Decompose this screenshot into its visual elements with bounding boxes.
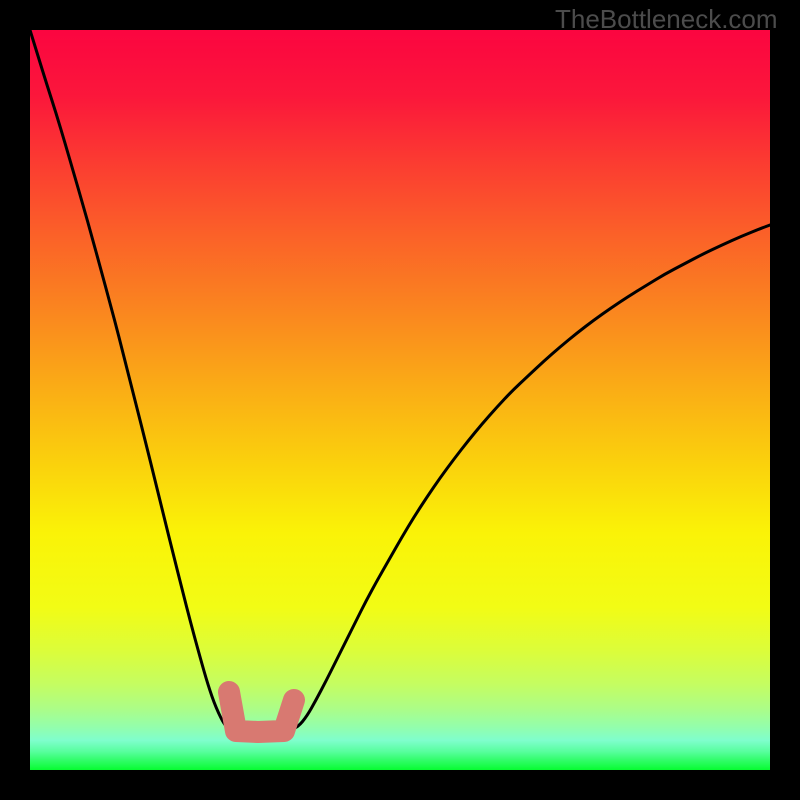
bottleneck-chart-svg [30,30,770,770]
plot-area [30,30,770,770]
gradient-background [30,30,770,770]
